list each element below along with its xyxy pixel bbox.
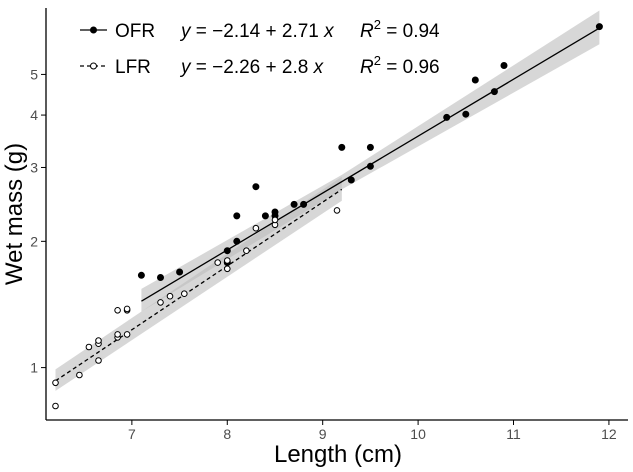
point-ofr: [157, 274, 164, 281]
equation-ofr-body: = −2.14 + 2.71: [191, 21, 325, 42]
point-lfr: [85, 343, 93, 351]
point-lfr: [252, 224, 260, 232]
point-lfr: [52, 379, 59, 387]
x-tick-label: 7: [128, 426, 136, 442]
equation-lfr-y: y: [179, 57, 192, 78]
point-lfr: [181, 290, 188, 298]
point-lfr: [157, 299, 164, 306]
point-ofr: [261, 212, 269, 220]
x-axis-title: Length (cm): [274, 441, 402, 468]
legend-label-ofr: OFR: [115, 21, 155, 42]
point-lfr: [95, 337, 102, 344]
point-ofr: [300, 200, 308, 208]
r-squared-ofr-value: = 0.94: [381, 21, 440, 42]
r-squared-lfr-label: R: [360, 57, 374, 78]
y-tick-label: 2: [30, 233, 38, 249]
y-axis-title: Wet mass (g): [1, 143, 28, 285]
point-lfr: [243, 247, 250, 254]
fit-line-lfr: [55, 188, 343, 382]
point-lfr: [224, 265, 231, 273]
point-ofr: [233, 212, 241, 220]
equation-lfr-body: = −2.26 + 2.8: [191, 57, 314, 78]
x-tick-label: 11: [506, 426, 521, 442]
r-squared-lfr: R2 = 0.96: [360, 53, 440, 78]
point-ofr: [500, 62, 508, 69]
point-lfr: [123, 305, 131, 313]
legend: OFR y = −2.14 + 2.71 x R2 = 0.94 LFR y =…: [80, 17, 440, 78]
point-lfr: [114, 307, 121, 314]
y-tick-label: 5: [30, 66, 38, 82]
r-squared-lfr-value: = 0.96: [381, 57, 440, 78]
legend-label-lfr: LFR: [115, 57, 151, 78]
point-ofr: [462, 110, 470, 118]
point-lfr: [271, 216, 279, 224]
r-squared-lfr-sup: 2: [374, 53, 381, 68]
y-axis-ticks: 1 2 3 4 5: [30, 66, 46, 376]
x-tick-label: 9: [319, 426, 327, 442]
equation-ofr: y = −2.14 + 2.71 x: [179, 21, 335, 42]
r-squared-ofr-sup: 2: [374, 17, 381, 32]
point-ofr: [252, 183, 260, 191]
equation-ofr-x: x: [323, 21, 335, 42]
equation-lfr: y = −2.26 + 2.8 x: [179, 57, 325, 78]
point-ofr: [471, 76, 479, 84]
legend-marker-ofr: [90, 26, 97, 34]
x-tick-label: 8: [223, 426, 231, 442]
point-lfr: [95, 357, 102, 364]
x-tick-label: 10: [410, 426, 426, 442]
point-ofr: [443, 113, 451, 121]
point-lfr: [52, 402, 59, 410]
point-lfr: [123, 331, 131, 338]
point-lfr: [114, 331, 121, 338]
point-ofr: [338, 143, 346, 151]
point-lfr: [224, 257, 231, 264]
y-tick-label: 4: [30, 107, 38, 123]
y-tick-label: 1: [30, 360, 38, 376]
point-ofr: [137, 271, 145, 279]
point-ofr: [233, 237, 241, 245]
point-ofr: [290, 200, 298, 208]
point-lfr: [214, 259, 221, 266]
point-ofr: [176, 268, 184, 276]
equation-lfr-x: x: [313, 57, 325, 78]
point-lfr: [166, 292, 174, 300]
point-ofr: [595, 23, 603, 31]
point-ofr: [366, 162, 374, 170]
x-tick-label: 12: [601, 426, 617, 442]
legend-item-ofr: OFR y = −2.14 + 2.71 x R2 = 0.94: [80, 17, 440, 42]
point-ofr: [223, 247, 231, 255]
y-tick-label: 3: [30, 159, 38, 175]
r-squared-ofr: R2 = 0.94: [360, 17, 440, 42]
point-lfr: [333, 207, 341, 214]
x-axis-ticks: 7 8 9 10 11 12: [128, 420, 617, 442]
r-squared-ofr-label: R: [360, 21, 374, 42]
legend-marker-lfr: [90, 62, 97, 70]
data-points: [52, 23, 603, 410]
point-ofr: [271, 208, 279, 216]
point-ofr: [366, 143, 374, 151]
point-ofr: [490, 88, 498, 96]
point-ofr: [347, 176, 355, 184]
legend-item-lfr: LFR y = −2.26 + 2.8 x R2 = 0.96: [80, 53, 440, 78]
equation-ofr-y: y: [179, 21, 192, 42]
point-lfr: [76, 371, 83, 379]
